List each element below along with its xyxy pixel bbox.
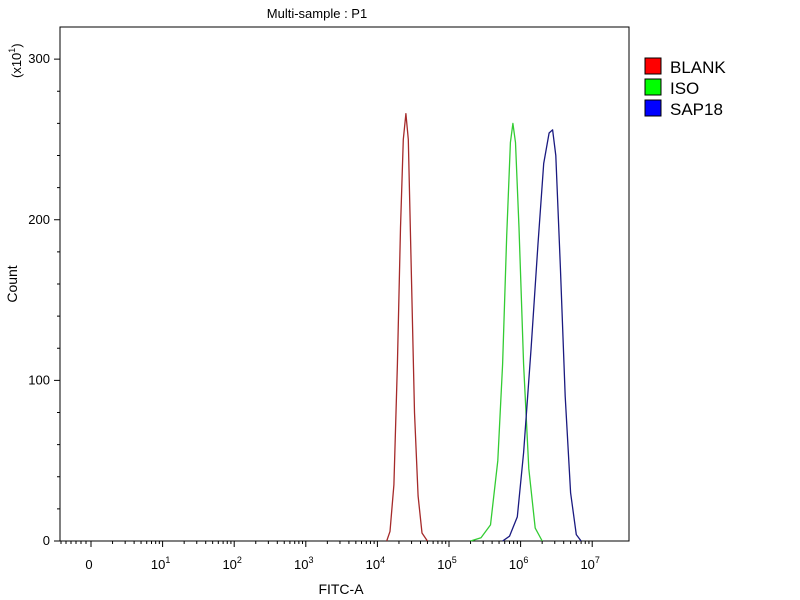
y-tick-label: 200 bbox=[28, 212, 50, 227]
legend-label-sap18: SAP18 bbox=[670, 100, 723, 119]
series-layer bbox=[386, 113, 582, 542]
x-tick-label: 104 bbox=[366, 555, 385, 572]
legend-swatch-iso bbox=[644, 78, 662, 96]
y-multiplier-prefix: (x10 bbox=[9, 53, 24, 78]
y-tick-label: 300 bbox=[28, 51, 50, 66]
series-blank-line bbox=[386, 113, 428, 542]
x-tick-label: 105 bbox=[437, 555, 456, 572]
series-sap18-line bbox=[502, 129, 582, 542]
legend-label-iso: ISO bbox=[670, 79, 699, 98]
x-tick-label: 106 bbox=[509, 555, 528, 572]
y-tick-label: 100 bbox=[28, 372, 50, 387]
x-tick-label: 101 bbox=[151, 555, 170, 572]
series-iso-line bbox=[470, 122, 543, 542]
y-axis-ticks: 0 100 200 300 bbox=[28, 51, 60, 548]
legend-swatch-blank bbox=[644, 57, 662, 75]
x-axis-title: FITC-A bbox=[318, 581, 364, 597]
legend-swatch-sap18 bbox=[644, 99, 662, 117]
x-tick-label: 103 bbox=[294, 555, 313, 572]
x-tick-label: 107 bbox=[580, 555, 599, 572]
y-multiplier-suffix: ) bbox=[9, 43, 24, 47]
legend: BLANK ISO SAP18 bbox=[644, 57, 726, 119]
x-tick-label: 102 bbox=[222, 555, 241, 572]
y-axis-multiplier: (x101) bbox=[7, 43, 24, 78]
y-multiplier-exponent: 1 bbox=[7, 48, 17, 53]
chart-title: Multi-sample : P1 bbox=[267, 6, 367, 21]
y-tick-label: 0 bbox=[43, 533, 50, 548]
x-tick-label: 0 bbox=[85, 557, 92, 572]
legend-label-blank: BLANK bbox=[670, 58, 726, 77]
x-axis-ticks: 0 101 102 103 104 105 106 107 bbox=[60, 541, 600, 572]
plot-frame bbox=[59, 26, 630, 542]
y-axis-title: Count bbox=[4, 265, 20, 302]
